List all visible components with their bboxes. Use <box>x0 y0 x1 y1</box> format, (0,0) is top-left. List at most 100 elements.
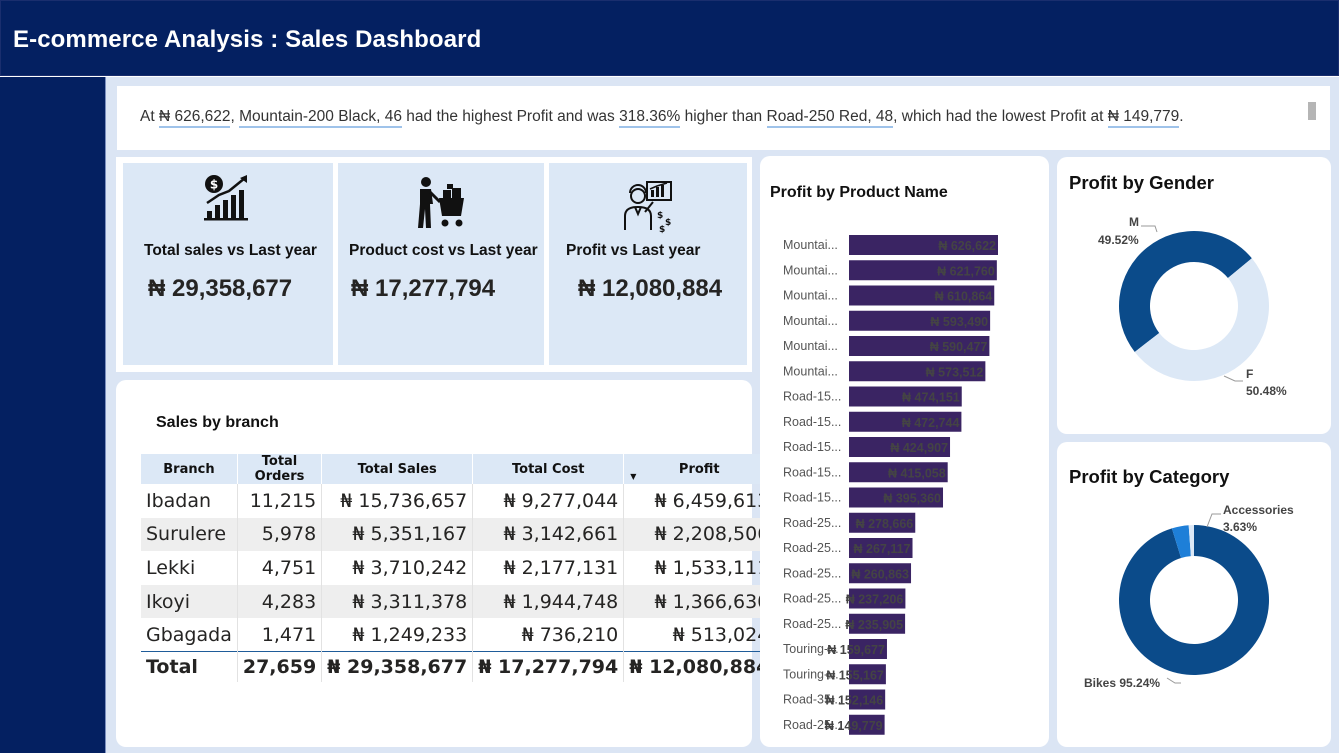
bar-data-label: ₦ 237,206 <box>846 593 904 607</box>
bar-data-label: ₦ 267,117 <box>854 542 911 556</box>
bar <box>849 512 916 533</box>
bar <box>849 386 962 407</box>
shopping-cart-icon <box>418 177 464 228</box>
leader-line <box>1166 677 1181 684</box>
table-row[interactable]: Ibadan 11,215 ₦ 15,736,657 ₦ 9,277,044 ₦… <box>141 484 776 518</box>
leader-line <box>1141 225 1158 233</box>
bar-category-label: Mountai... <box>783 339 838 353</box>
kpi-value: ₦ 29,358,677 <box>148 275 293 302</box>
kpi-value: ₦ 12,080,884 <box>578 275 723 302</box>
slice-name-label: F <box>1246 367 1254 381</box>
page-title: E-commerce Analysis : Sales Dashboard <box>13 26 482 53</box>
bar <box>849 462 948 483</box>
cell: ₦ 2,208,506 <box>623 517 776 552</box>
bar-data-label: ₦ 155,167 <box>826 668 884 682</box>
bar-data-label: ₦ 590,477 <box>930 340 988 354</box>
bar-data-label: ₦ 149,779 <box>825 719 883 733</box>
kpi-value: ₦ 17,277,794 <box>351 275 496 302</box>
sales-by-branch-card: Sales by branch Branch Total Orders Tota… <box>116 380 776 747</box>
bar-category-label: Mountai... <box>783 364 838 378</box>
profit-by-category-card: Profit by Category Accessories 3.63% Bik… <box>1057 442 1331 747</box>
donut-slice <box>1119 525 1269 675</box>
column-header[interactable]: Branch <box>141 454 238 484</box>
cell: 1,471 <box>237 618 323 652</box>
bar-category-label: Mountai... <box>783 238 838 252</box>
cell: ₦ 736,210 <box>472 618 625 652</box>
branch-table[interactable]: Branch Total Orders Total Sales Total Co… <box>141 454 776 682</box>
bar-category-label: Road-25... <box>783 516 841 530</box>
bar-category-label: Mountai... <box>783 289 838 303</box>
bar <box>849 411 962 432</box>
profit-by-product-card: Profit by Product Name Mountai... ₦ 626,6… <box>760 156 1049 747</box>
table-row[interactable]: Gbagada 1,471 ₦ 1,249,233 ₦ 736,210 ₦ 51… <box>141 618 776 652</box>
bar-category-label: Road-15... <box>783 390 841 404</box>
bar-data-label: ₦ 573,512 <box>926 365 984 379</box>
sidebar <box>0 77 106 753</box>
svg-text:$: $ <box>210 178 218 192</box>
cell: ₦ 6,459,613 <box>623 484 776 518</box>
narrative-scrollbar[interactable] <box>1308 102 1316 120</box>
bar-data-label: ₦ 278,666 <box>856 517 914 531</box>
bar-category-label: Road-15... <box>783 440 841 454</box>
cell: ₦ 5,351,167 <box>321 517 474 552</box>
kpi-product-cost[interactable]: Product cost vs Last year ₦ 17,277,794 <box>338 163 544 365</box>
cell: ₦ 3,710,242 <box>321 551 474 585</box>
leader-line <box>1223 375 1243 382</box>
narrative-part: At <box>140 108 159 125</box>
bar-data-label: ₦ 472,744 <box>902 416 960 430</box>
cell: 4,283 <box>237 584 323 619</box>
profit-by-product-chart[interactable]: Mountai... ₦ 626,622 Mountai... ₦ 621,760 Mo… <box>760 156 1049 747</box>
bar <box>849 260 997 281</box>
table-row[interactable]: Lekki 4,751 ₦ 3,710,242 ₦ 2,177,131 ₦ 1,… <box>141 551 776 585</box>
cell: 5,978 <box>237 517 323 552</box>
bar-category-label: Road-25... <box>783 592 841 606</box>
table-title: Sales by branch <box>156 414 279 431</box>
bar-data-label: ₦ 235,905 <box>845 618 903 632</box>
cell: ₦ 17,277,794 <box>472 651 625 682</box>
bar-category-label: Mountai... <box>783 314 838 328</box>
bar <box>849 538 913 558</box>
bar <box>849 588 906 609</box>
cell: Total <box>141 651 238 682</box>
bar-data-label: ₦ 474,151 <box>902 391 960 405</box>
cell: ₦ 513,024 <box>623 618 776 652</box>
narrative-part: , which had the lowest Profit at <box>893 108 1108 125</box>
slice-pct-label: 49.52% <box>1098 233 1139 247</box>
cell: 27,659 <box>237 651 323 682</box>
bar <box>849 487 944 508</box>
bar <box>849 310 991 331</box>
bar-data-label: ₦ 260,863 <box>851 567 909 581</box>
bar-data-label: ₦ 621,760 <box>937 264 995 278</box>
narrative-part: , <box>230 108 240 125</box>
slice-pct-label: 95.24% <box>1119 676 1161 690</box>
kpi-total-sales[interactable]: $ Total sales vs Last year ₦ 29,358,677 <box>123 163 333 365</box>
profit-by-gender-chart[interactable] <box>1057 157 1331 434</box>
cell: Ibadan <box>141 484 238 518</box>
table-row[interactable]: Ikoyi 4,283 ₦ 3,311,378 ₦ 1,944,748 ₦ 1,… <box>141 584 776 619</box>
column-header-sorted[interactable]: Profit ▼ <box>623 454 776 484</box>
donut-slice <box>1134 258 1269 381</box>
bar-category-label: Road-35... <box>783 693 841 707</box>
column-header[interactable]: Total Orders <box>237 454 323 484</box>
column-header[interactable]: Total Cost <box>472 454 625 484</box>
smart-narrative: At ₦ 626,622, Mountain-200 Black, 46 had… <box>117 86 1330 150</box>
narrative-low-product: Road-250 Red, 48 <box>766 108 894 128</box>
narrative-top-profit: ₦ 626,622 <box>158 108 231 128</box>
cell: ₦ 2,177,131 <box>472 551 625 585</box>
kpi-profit[interactable]: $ $ $ Profit vs Last year ₦ 12,080,884 <box>549 163 747 365</box>
kpi-label: Product cost vs Last year <box>349 242 538 259</box>
bar-data-label: ₦ 626,622 <box>938 239 996 253</box>
table-row[interactable]: Surulere 5,978 ₦ 5,351,167 ₦ 3,142,661 ₦… <box>141 517 776 552</box>
bar <box>849 437 951 457</box>
svg-text:$: $ <box>657 211 663 221</box>
column-header[interactable]: Total Sales <box>321 454 474 484</box>
bar-data-label: ₦ 159,677 <box>827 643 885 657</box>
bar <box>849 235 998 255</box>
svg-text:$: $ <box>659 225 665 235</box>
leader-line <box>1206 513 1221 528</box>
narrative-part: higher than <box>680 108 767 125</box>
profit-by-category-chart[interactable] <box>1057 442 1331 747</box>
sort-descending-icon: ▼ <box>630 472 637 481</box>
cell: ₦ 1,366,630 <box>623 584 776 619</box>
money-growth-icon: $ <box>204 175 248 221</box>
